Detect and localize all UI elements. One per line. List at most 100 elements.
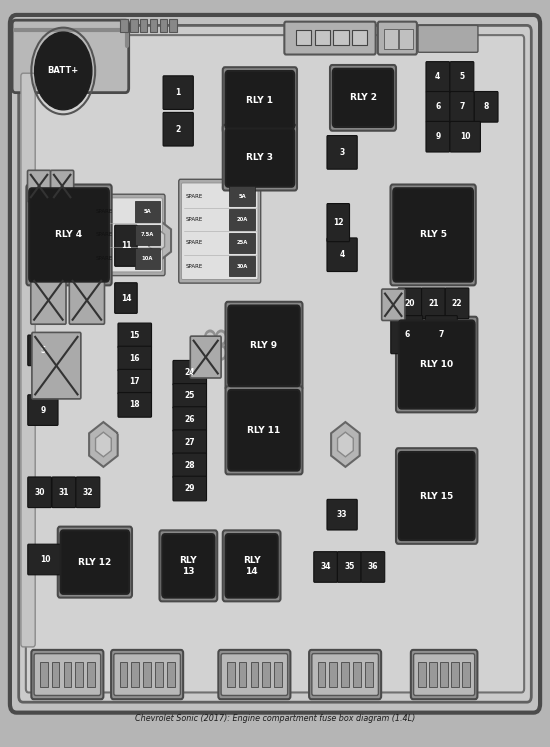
Text: 16: 16 <box>129 354 140 363</box>
Polygon shape <box>142 218 171 263</box>
Text: 21: 21 <box>428 299 439 308</box>
FancyBboxPatch shape <box>446 288 469 318</box>
Bar <box>239 662 246 687</box>
Circle shape <box>205 330 216 345</box>
FancyBboxPatch shape <box>28 477 52 508</box>
Bar <box>143 662 151 687</box>
FancyBboxPatch shape <box>450 121 481 152</box>
Text: 14: 14 <box>120 294 131 303</box>
FancyBboxPatch shape <box>327 203 350 241</box>
FancyBboxPatch shape <box>29 188 109 282</box>
Text: 25: 25 <box>185 391 195 400</box>
FancyBboxPatch shape <box>28 395 58 426</box>
FancyBboxPatch shape <box>390 315 423 353</box>
FancyBboxPatch shape <box>69 276 104 324</box>
Bar <box>296 30 311 45</box>
Text: 7: 7 <box>439 330 444 339</box>
Polygon shape <box>331 422 360 467</box>
FancyBboxPatch shape <box>26 35 524 692</box>
Bar <box>384 29 398 49</box>
FancyBboxPatch shape <box>309 650 381 699</box>
Polygon shape <box>96 432 111 457</box>
Circle shape <box>218 348 224 357</box>
Bar <box>130 19 138 32</box>
FancyBboxPatch shape <box>28 335 58 365</box>
Bar <box>135 201 160 222</box>
Bar <box>333 30 349 45</box>
Polygon shape <box>338 432 353 457</box>
Text: 12: 12 <box>333 218 344 227</box>
FancyBboxPatch shape <box>226 71 294 129</box>
Text: SPARE: SPARE <box>95 208 112 214</box>
FancyBboxPatch shape <box>426 61 450 93</box>
FancyBboxPatch shape <box>31 276 66 324</box>
Text: RLY 5: RLY 5 <box>420 230 447 240</box>
FancyBboxPatch shape <box>223 530 280 601</box>
FancyBboxPatch shape <box>163 112 194 146</box>
FancyBboxPatch shape <box>173 430 207 454</box>
FancyBboxPatch shape <box>12 20 129 93</box>
FancyBboxPatch shape <box>76 477 100 508</box>
Text: 24: 24 <box>184 368 195 377</box>
FancyBboxPatch shape <box>396 317 477 412</box>
FancyBboxPatch shape <box>361 551 385 583</box>
FancyBboxPatch shape <box>226 302 303 390</box>
FancyBboxPatch shape <box>179 179 261 283</box>
Text: 6: 6 <box>435 102 441 111</box>
Bar <box>87 662 95 687</box>
FancyBboxPatch shape <box>114 225 138 266</box>
FancyBboxPatch shape <box>32 332 81 399</box>
Circle shape <box>216 345 227 360</box>
FancyBboxPatch shape <box>398 288 422 318</box>
FancyBboxPatch shape <box>114 282 138 314</box>
FancyBboxPatch shape <box>160 530 217 601</box>
Text: 10A: 10A <box>142 256 153 261</box>
FancyBboxPatch shape <box>378 22 417 55</box>
Bar <box>135 225 160 245</box>
Text: RLY
13: RLY 13 <box>179 557 197 575</box>
Text: 15: 15 <box>130 331 140 340</box>
Text: SPARE: SPARE <box>185 241 202 245</box>
FancyBboxPatch shape <box>226 386 303 474</box>
FancyBboxPatch shape <box>450 91 474 123</box>
Bar <box>329 662 337 687</box>
FancyBboxPatch shape <box>218 650 290 699</box>
Text: RLY 4: RLY 4 <box>56 230 82 240</box>
Bar <box>462 662 470 687</box>
Text: SPARE: SPARE <box>95 232 112 238</box>
FancyBboxPatch shape <box>173 406 207 432</box>
Bar <box>353 662 361 687</box>
Bar <box>150 19 157 32</box>
Bar <box>317 662 325 687</box>
FancyBboxPatch shape <box>393 188 473 282</box>
Text: 17: 17 <box>129 377 140 386</box>
FancyBboxPatch shape <box>414 654 475 695</box>
FancyBboxPatch shape <box>390 185 476 285</box>
Text: SPARE: SPARE <box>185 193 202 199</box>
Bar <box>341 662 349 687</box>
Text: 4: 4 <box>339 250 345 259</box>
Bar <box>262 662 270 687</box>
Bar <box>120 19 128 32</box>
Text: 1: 1 <box>175 88 181 97</box>
Bar <box>229 233 255 253</box>
Text: RLY
14: RLY 14 <box>243 557 261 575</box>
Text: SPARE: SPARE <box>185 264 202 269</box>
FancyBboxPatch shape <box>418 25 478 52</box>
Text: 7.5A: 7.5A <box>141 232 154 238</box>
Text: 5: 5 <box>459 72 465 81</box>
FancyBboxPatch shape <box>118 393 152 417</box>
Text: 35: 35 <box>344 562 354 571</box>
Text: 31: 31 <box>58 488 69 497</box>
FancyBboxPatch shape <box>111 650 183 699</box>
Bar <box>169 19 177 32</box>
Bar <box>430 662 437 687</box>
Text: 30A: 30A <box>236 264 248 269</box>
Text: 27: 27 <box>184 438 195 447</box>
Bar <box>229 256 255 276</box>
FancyBboxPatch shape <box>221 654 288 695</box>
FancyBboxPatch shape <box>474 91 498 123</box>
Bar <box>140 19 147 32</box>
FancyBboxPatch shape <box>399 320 475 409</box>
Text: 6: 6 <box>404 330 409 339</box>
